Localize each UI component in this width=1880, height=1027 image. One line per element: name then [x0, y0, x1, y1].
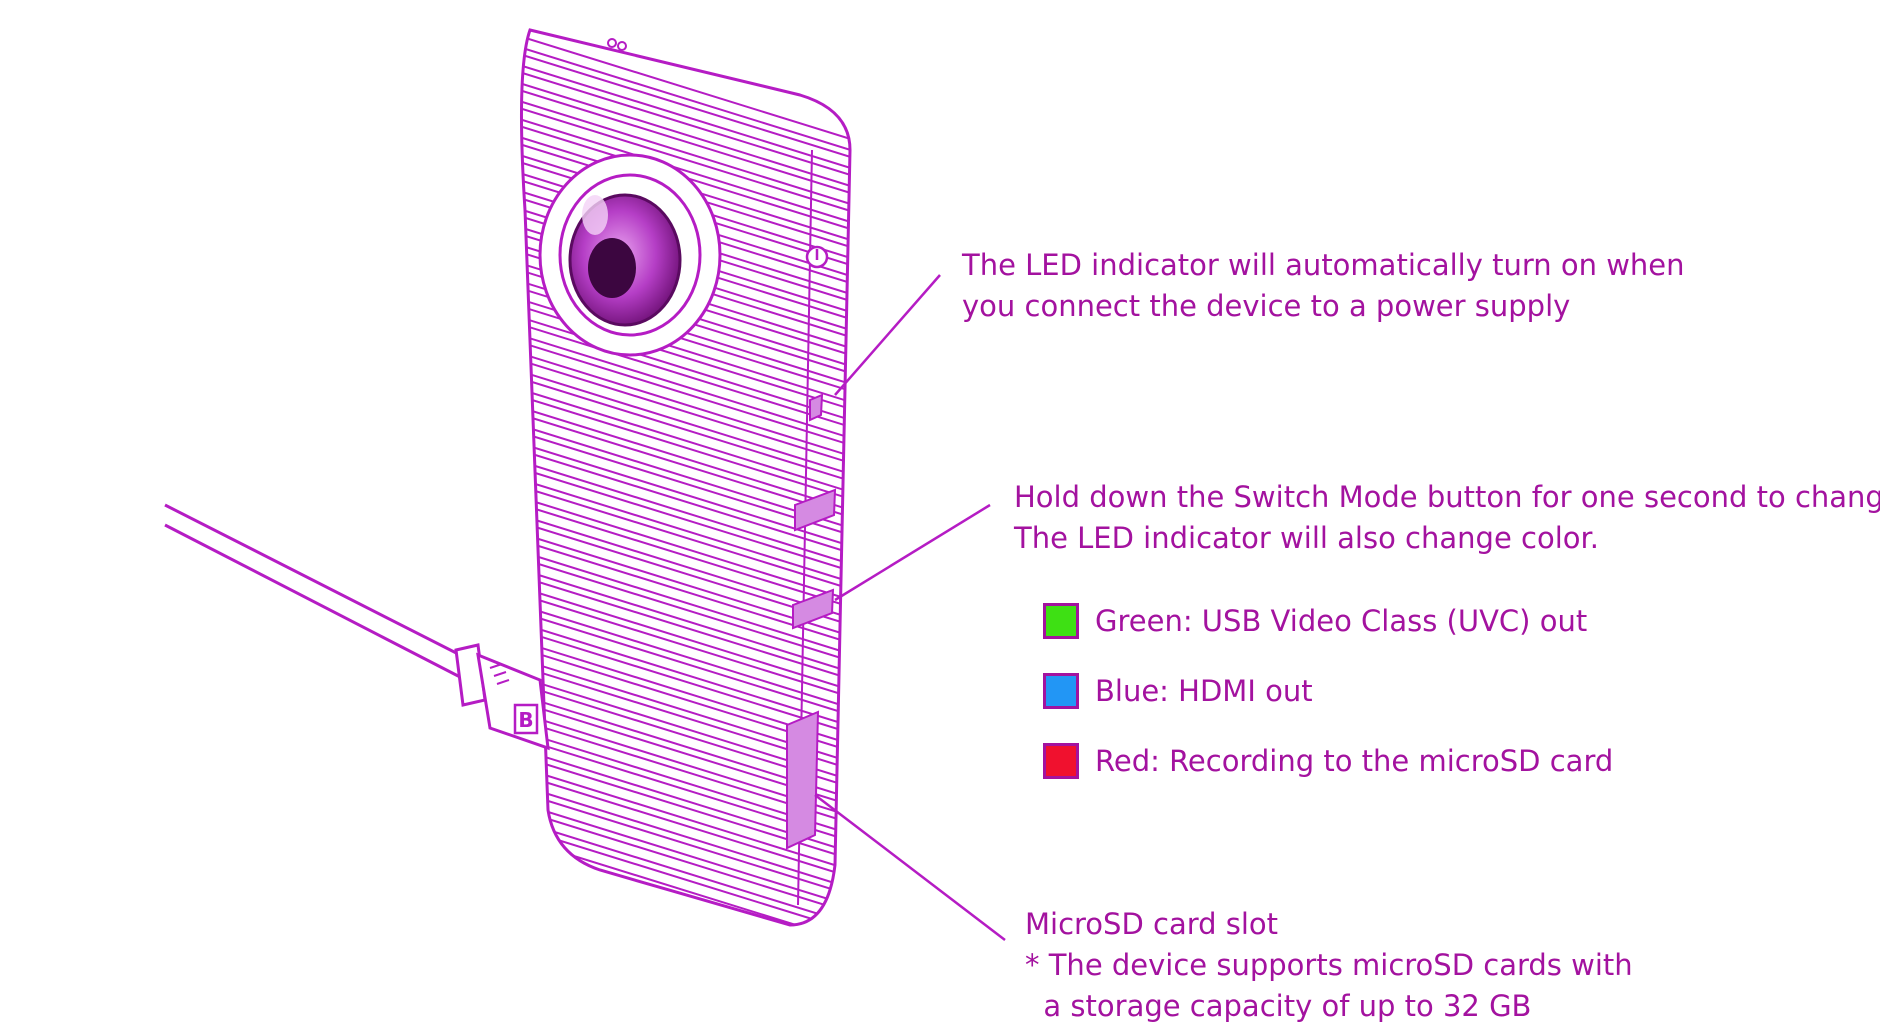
device-rib — [521, 208, 850, 338]
device-rib — [521, 388, 850, 518]
switch-mode-button-lower — [792, 588, 835, 630]
legend-label-red: Red: Recording to the microSD card — [1095, 744, 1614, 778]
microsd-callout: MicroSD card slot * The device supports … — [1025, 904, 1633, 1027]
device-rib — [521, 496, 850, 626]
device-rib — [521, 748, 850, 878]
device-rib — [521, 568, 850, 698]
device-rib — [521, 352, 850, 482]
device-rib — [521, 766, 850, 896]
device-rib — [521, 226, 850, 356]
green-swatch — [1043, 603, 1079, 639]
blue-swatch — [1043, 673, 1079, 709]
device-rib — [521, 586, 850, 716]
device-rib — [521, 604, 850, 734]
device-rib — [521, 406, 850, 536]
device-rib — [521, 820, 850, 925]
usb-port-label: B — [518, 708, 533, 732]
device-rib — [521, 370, 850, 500]
device-rib — [521, 784, 850, 914]
device-rib — [521, 118, 850, 248]
legend-label-green: Green: USB Video Class (UVC) out — [1095, 604, 1588, 638]
device-rib — [521, 478, 850, 608]
legend-item-blue: Blue: HDMI out — [1043, 671, 1313, 711]
device-rib — [521, 190, 850, 320]
device-rib — [521, 532, 850, 662]
switch-mode-button — [794, 488, 837, 532]
device-rib — [521, 82, 850, 212]
led-callout-line-1: The LED indicator will automatically tur… — [962, 248, 1685, 282]
device-rib — [521, 622, 850, 752]
device-rib — [521, 298, 850, 428]
device-rib — [521, 802, 850, 925]
device-rib — [521, 100, 850, 230]
device-rib — [521, 460, 850, 590]
device-rib — [521, 64, 850, 194]
lens-glare — [582, 195, 608, 235]
switch-mode-callout-line-2: The LED indicator will also change color… — [1014, 521, 1599, 555]
top-dot — [617, 41, 627, 51]
device-rib — [521, 46, 850, 176]
callout-leaders — [814, 274, 1006, 941]
device-rib — [521, 334, 850, 464]
legend-label-blue: Blue: HDMI out — [1095, 674, 1313, 708]
device-rib — [521, 658, 850, 788]
led-callout: The LED indicator will automatically tur… — [962, 245, 1685, 327]
device-rib — [521, 280, 850, 410]
device-rib — [521, 424, 850, 554]
legend-item-green: Green: USB Video Class (UVC) out — [1043, 601, 1587, 641]
usb-cable — [164, 503, 471, 680]
led-indicator — [809, 393, 824, 422]
switch-mode-callout: Hold down the Switch Mode button for one… — [1014, 477, 1880, 559]
device-rib — [521, 550, 850, 680]
device-rib — [521, 442, 850, 572]
device-rib — [521, 30, 850, 158]
device-rib — [521, 154, 850, 284]
device-rib — [521, 244, 850, 374]
device-rib — [521, 316, 850, 446]
led-leader-line — [834, 274, 941, 396]
device-rib — [521, 730, 850, 860]
top-dot — [607, 38, 617, 48]
legend-item-red: Red: Recording to the microSD card — [1043, 741, 1613, 781]
device-rib — [521, 136, 850, 266]
microsd-slot — [786, 710, 820, 850]
device-body — [520, 28, 852, 927]
switch-mode-leader-line — [834, 503, 991, 602]
device-rib — [521, 514, 850, 644]
device-rib — [521, 172, 850, 302]
device-rib — [521, 694, 850, 824]
red-swatch — [1043, 743, 1079, 779]
microsd-callout-line-3: a storage capacity of up to 32 GB — [1025, 989, 1532, 1023]
device-ribs — [521, 30, 850, 925]
microsd-leader-line — [814, 794, 1006, 941]
usb-connector: B — [454, 643, 550, 751]
device-rib — [521, 262, 850, 392]
device-rib — [521, 676, 850, 806]
switch-mode-callout-line-1: Hold down the Switch Mode button for one… — [1014, 480, 1880, 514]
device-rib — [521, 640, 850, 770]
microsd-callout-line-2: * The device supports microSD cards with — [1025, 948, 1633, 982]
led-callout-line-2: you connect the device to a power supply — [962, 289, 1571, 323]
device-rib — [521, 712, 850, 842]
microsd-callout-line-1: MicroSD card slot — [1025, 907, 1279, 941]
lens-pupil — [588, 238, 636, 298]
